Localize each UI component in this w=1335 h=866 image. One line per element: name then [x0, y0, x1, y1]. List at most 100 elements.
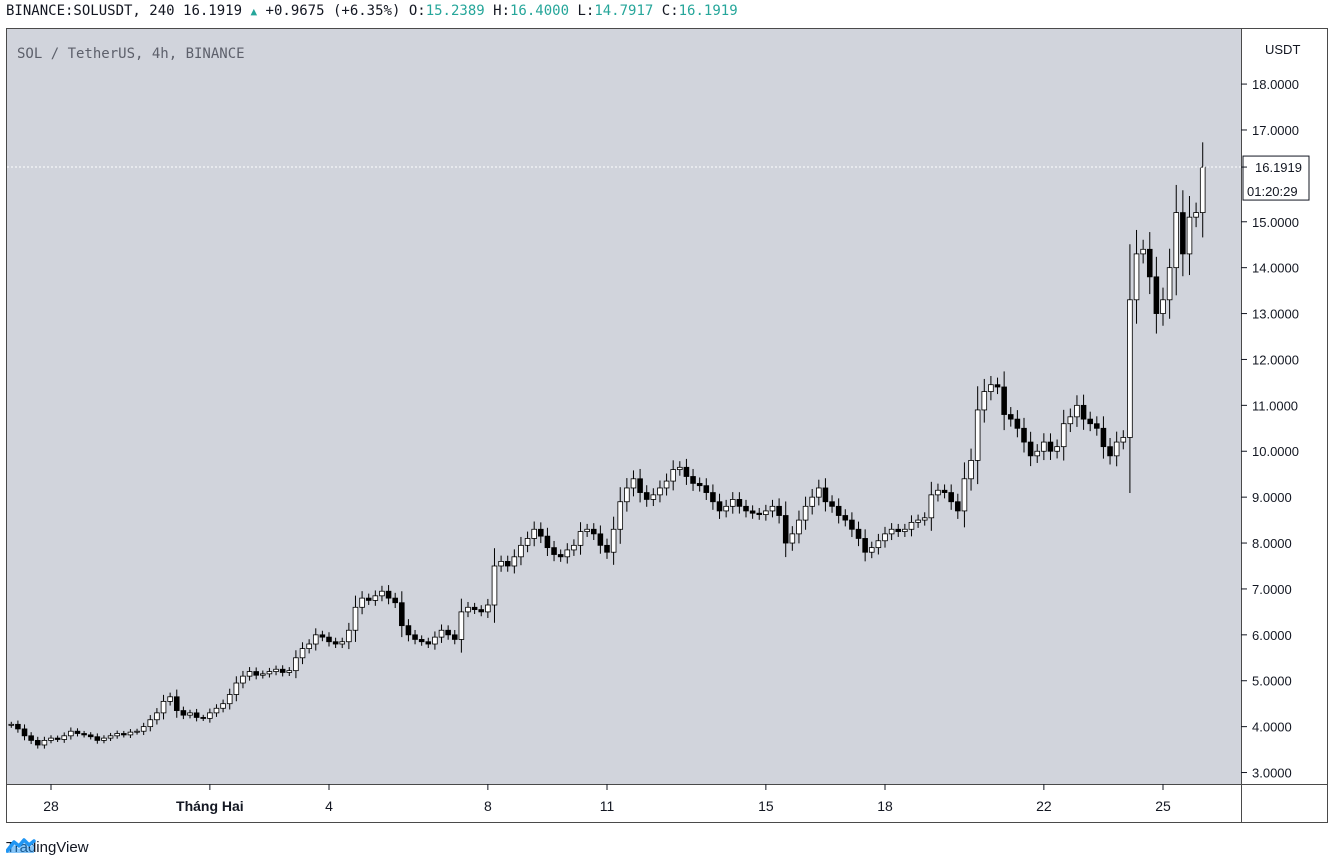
candle[interactable]: [392, 592, 398, 609]
candle[interactable]: [1127, 244, 1133, 493]
candle[interactable]: [28, 732, 34, 745]
candle[interactable]: [597, 525, 604, 554]
candle[interactable]: [961, 462, 968, 528]
candle[interactable]: [114, 730, 120, 739]
candle[interactable]: [1014, 410, 1021, 438]
candle[interactable]: [538, 522, 544, 544]
candle[interactable]: [577, 522, 584, 555]
candle[interactable]: [782, 501, 789, 558]
candle[interactable]: [253, 667, 259, 680]
candle[interactable]: [584, 523, 590, 537]
candle[interactable]: [418, 635, 425, 646]
candle[interactable]: [677, 461, 683, 476]
candle[interactable]: [855, 521, 862, 547]
candle[interactable]: [312, 628, 319, 651]
plot-area[interactable]: [7, 29, 1241, 784]
price-axis-bg[interactable]: [1241, 29, 1327, 784]
candle[interactable]: [941, 484, 948, 499]
candle[interactable]: [1120, 430, 1127, 450]
candle[interactable]: [160, 694, 167, 720]
candle[interactable]: [1060, 409, 1067, 461]
candle[interactable]: [8, 721, 15, 728]
candle[interactable]: [339, 637, 346, 649]
candle[interactable]: [557, 549, 564, 562]
candle[interactable]: [1001, 371, 1007, 431]
candle[interactable]: [657, 480, 663, 503]
candle[interactable]: [789, 526, 796, 551]
candle[interactable]: [260, 670, 266, 679]
candle[interactable]: [101, 735, 107, 744]
candle[interactable]: [412, 629, 418, 645]
candle[interactable]: [802, 496, 809, 530]
candle[interactable]: [915, 514, 921, 528]
candle[interactable]: [816, 479, 822, 506]
candle[interactable]: [332, 637, 339, 649]
candle[interactable]: [1113, 431, 1120, 467]
candle[interactable]: [564, 543, 571, 564]
candle[interactable]: [220, 699, 226, 713]
candle[interactable]: [776, 498, 782, 524]
candle[interactable]: [1054, 439, 1060, 459]
candle[interactable]: [882, 526, 888, 548]
candle[interactable]: [670, 460, 676, 491]
candle[interactable]: [690, 468, 696, 491]
candle[interactable]: [465, 602, 471, 618]
candle[interactable]: [736, 492, 743, 514]
candle[interactable]: [1067, 408, 1074, 433]
candle[interactable]: [994, 377, 1001, 395]
candle[interactable]: [87, 732, 94, 740]
candle[interactable]: [81, 730, 87, 738]
candle[interactable]: [54, 735, 61, 743]
candle[interactable]: [663, 473, 670, 496]
tradingview-logo[interactable]: TradingView: [6, 836, 89, 858]
candle[interactable]: [1173, 184, 1180, 296]
candle[interactable]: [743, 499, 749, 518]
candle[interactable]: [1146, 232, 1153, 295]
candle[interactable]: [862, 529, 868, 562]
candle[interactable]: [41, 736, 48, 749]
candle[interactable]: [359, 591, 365, 615]
candle[interactable]: [1199, 142, 1206, 238]
candle[interactable]: [491, 548, 498, 623]
candle[interactable]: [207, 708, 213, 723]
candle[interactable]: [935, 483, 941, 502]
candle[interactable]: [643, 485, 650, 507]
candle[interactable]: [809, 488, 815, 515]
candle[interactable]: [121, 730, 127, 738]
candle[interactable]: [438, 624, 445, 643]
candle[interactable]: [134, 728, 140, 735]
candle[interactable]: [471, 602, 478, 615]
candle[interactable]: [974, 386, 981, 485]
candle[interactable]: [372, 590, 379, 606]
candle[interactable]: [895, 523, 902, 537]
candle[interactable]: [147, 715, 154, 732]
candle[interactable]: [617, 487, 624, 544]
candle[interactable]: [1087, 411, 1093, 432]
candle[interactable]: [696, 477, 703, 492]
candle[interactable]: [988, 375, 994, 401]
candle[interactable]: [749, 505, 756, 519]
candle[interactable]: [319, 630, 326, 642]
candle[interactable]: [756, 507, 763, 520]
candle[interactable]: [273, 665, 279, 676]
candle[interactable]: [1041, 433, 1047, 461]
candle[interactable]: [226, 688, 233, 710]
candle[interactable]: [849, 512, 855, 538]
candle[interactable]: [445, 625, 451, 640]
candle[interactable]: [1107, 437, 1113, 465]
candle[interactable]: [637, 468, 643, 503]
candle[interactable]: [1193, 202, 1199, 228]
candle[interactable]: [279, 665, 286, 677]
candle[interactable]: [835, 498, 842, 524]
candle[interactable]: [1160, 287, 1166, 326]
candle[interactable]: [140, 722, 147, 736]
candle[interactable]: [544, 527, 551, 556]
candle[interactable]: [1186, 196, 1193, 276]
candle[interactable]: [74, 728, 81, 737]
candle[interactable]: [365, 593, 372, 605]
candle[interactable]: [763, 504, 769, 521]
candle[interactable]: [451, 629, 458, 645]
candle[interactable]: [902, 523, 908, 537]
candle[interactable]: [829, 495, 835, 513]
candle[interactable]: [240, 670, 246, 689]
